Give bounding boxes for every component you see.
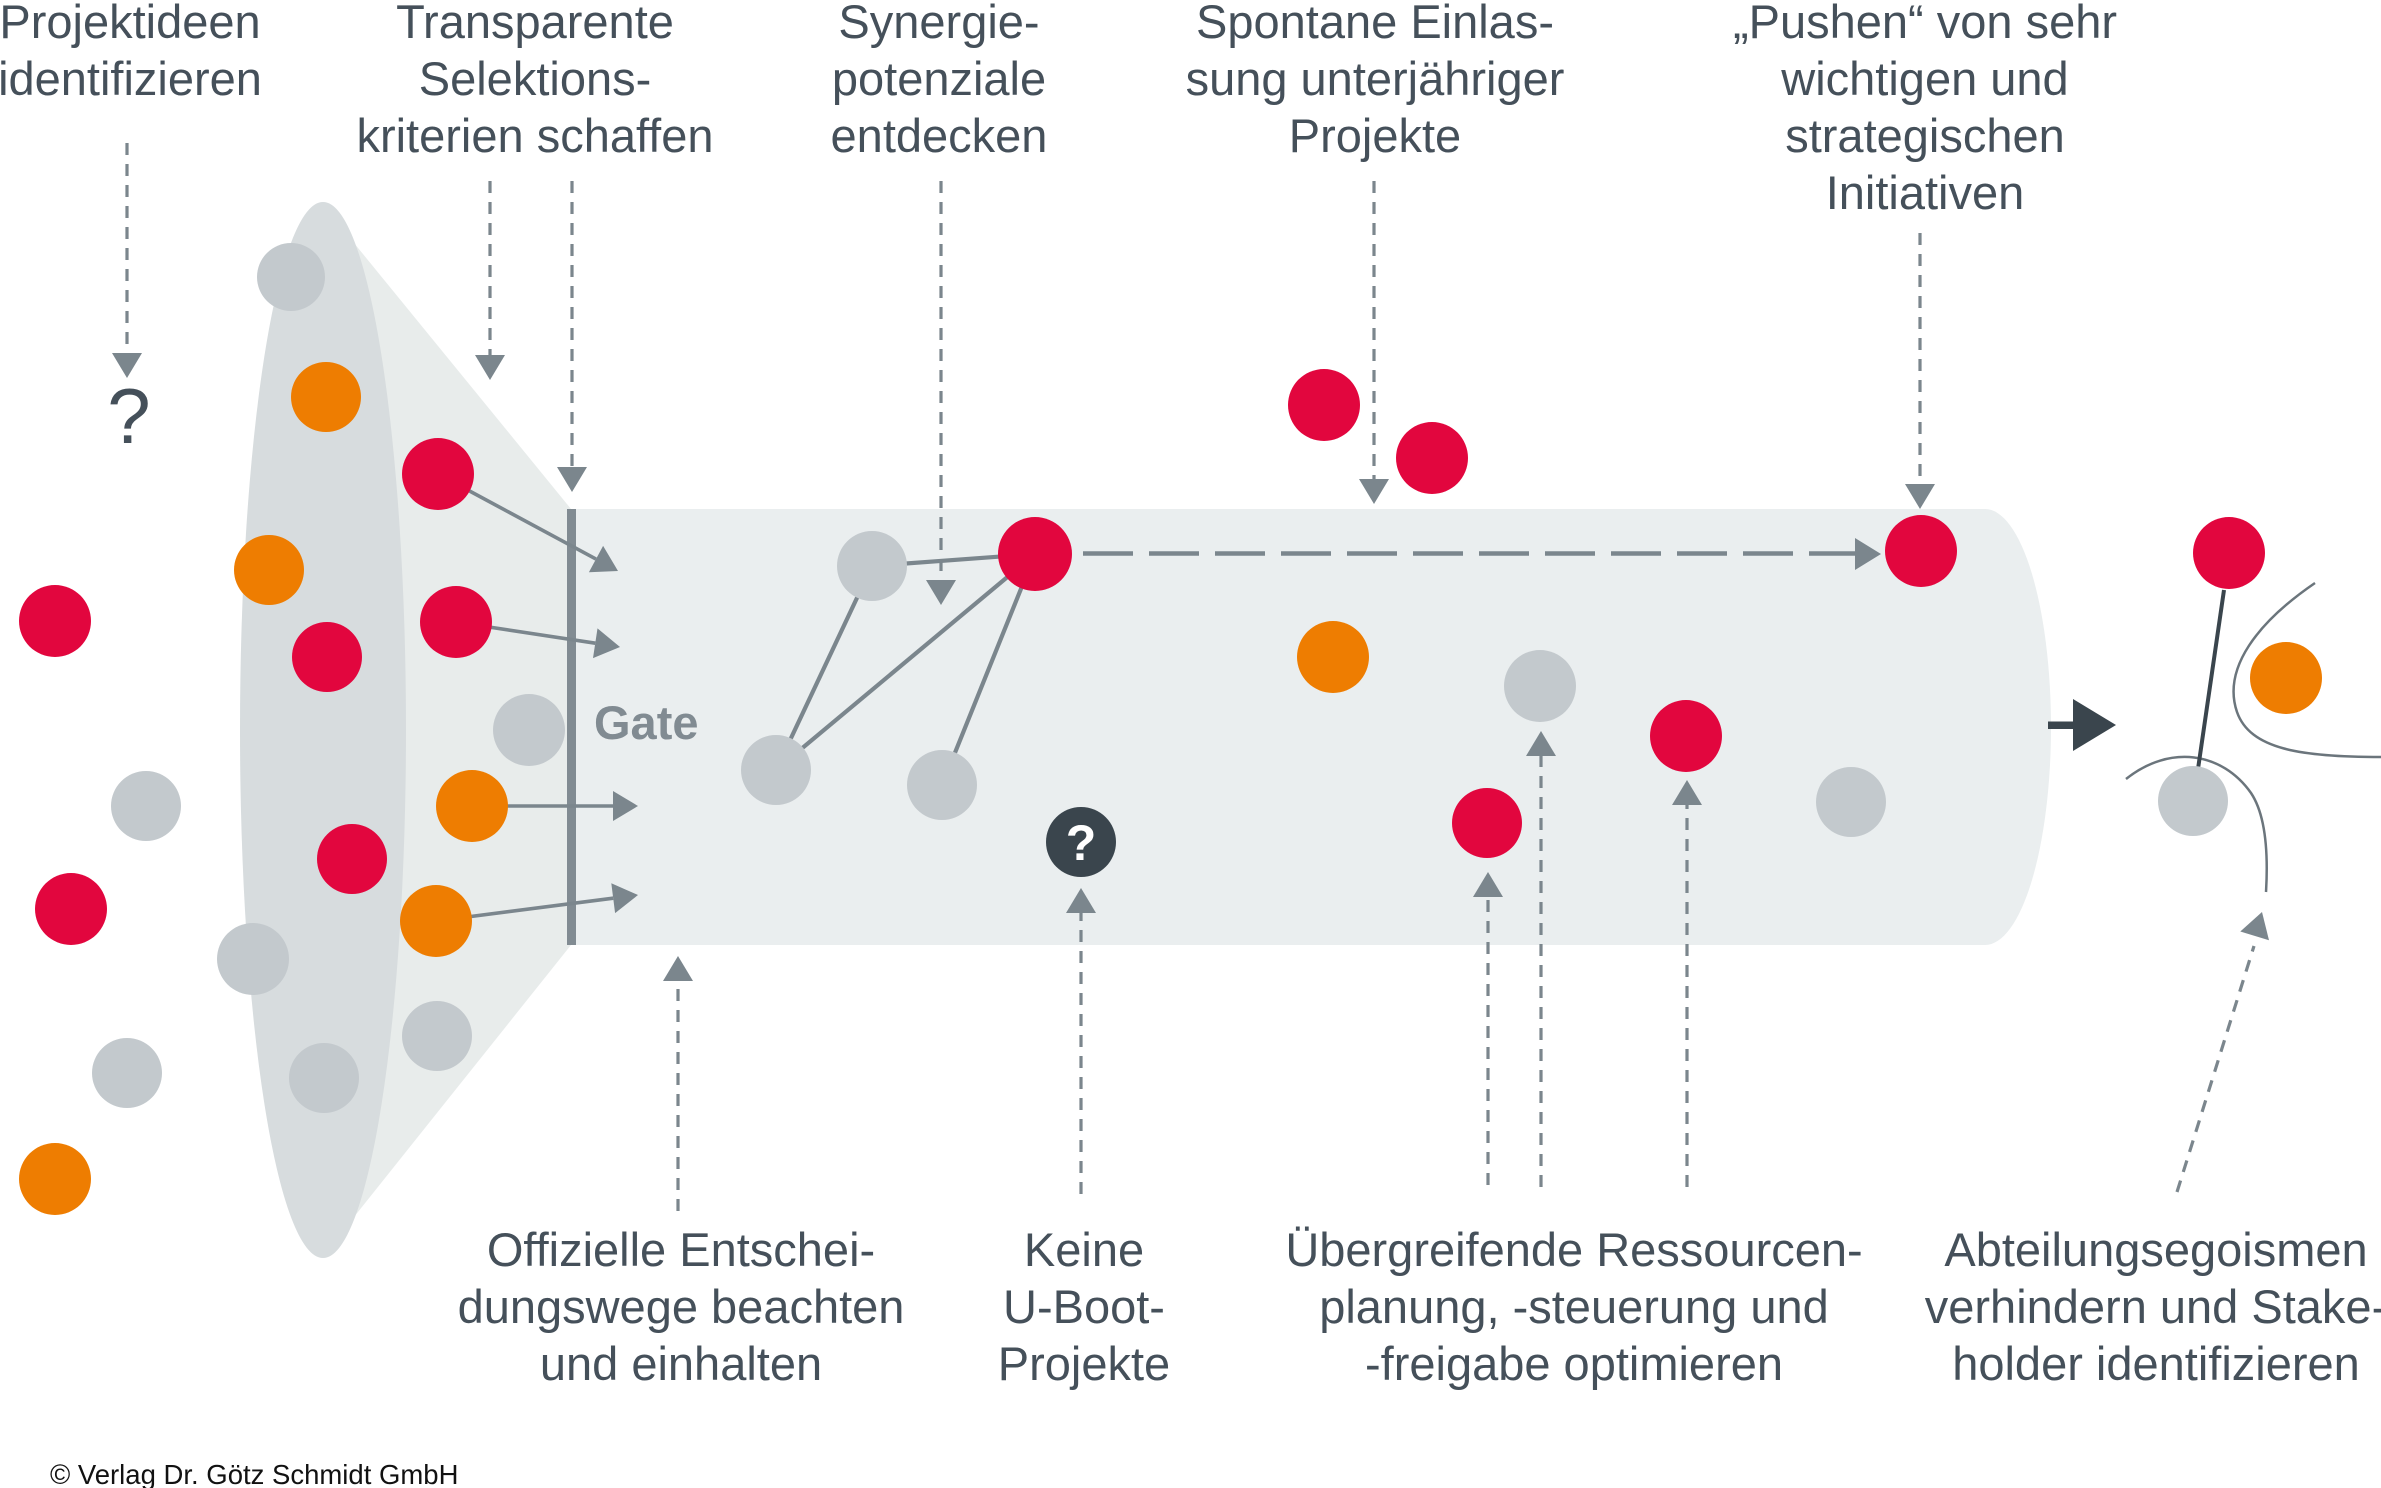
svg-text:-freigabe optimieren: -freigabe optimieren bbox=[1365, 1337, 1783, 1390]
svg-text:sung unterjähriger: sung unterjähriger bbox=[1186, 52, 1565, 105]
svg-text:Übergreifende Ressourcen-: Übergreifende Ressourcen- bbox=[1285, 1223, 1862, 1276]
svg-text:U-Boot-: U-Boot- bbox=[1003, 1280, 1165, 1333]
svg-text:Spontane Einlas-: Spontane Einlas- bbox=[1196, 0, 1554, 48]
svg-text:strategischen: strategischen bbox=[1785, 109, 2065, 162]
svg-text:holder identifizieren: holder identifizieren bbox=[1952, 1337, 2360, 1390]
svg-text:Projekte: Projekte bbox=[1289, 109, 1461, 162]
svg-text:und einhalten: und einhalten bbox=[540, 1337, 822, 1390]
svg-text:Abteilungsegoismen: Abteilungsegoismen bbox=[1944, 1223, 2367, 1276]
svg-text:Keine: Keine bbox=[1024, 1223, 1144, 1276]
svg-text:potenziale: potenziale bbox=[832, 52, 1046, 105]
svg-text:Projekte: Projekte bbox=[998, 1337, 1170, 1390]
svg-text:Projektideen: Projektideen bbox=[0, 0, 261, 48]
svg-text:Initiativen: Initiativen bbox=[1826, 166, 2025, 219]
svg-text:Synergie-: Synergie- bbox=[838, 0, 1039, 48]
svg-text:wichtigen und: wichtigen und bbox=[1780, 52, 2068, 105]
svg-text:verhindern und Stake-: verhindern und Stake- bbox=[1925, 1280, 2381, 1333]
svg-text:Transparente: Transparente bbox=[396, 0, 674, 48]
svg-text:?: ? bbox=[1066, 815, 1097, 871]
svg-text:planung, -steuerung und: planung, -steuerung und bbox=[1319, 1280, 1829, 1333]
svg-text:Offizielle Entschei-: Offizielle Entschei- bbox=[487, 1223, 875, 1276]
svg-text:identifizieren: identifizieren bbox=[0, 52, 262, 105]
svg-text:„Pushen“ von sehr: „Pushen“ von sehr bbox=[1733, 0, 2117, 48]
svg-text:Selektions-: Selektions- bbox=[419, 52, 652, 105]
svg-text:dungswege beachten: dungswege beachten bbox=[458, 1280, 905, 1333]
svg-text:kriterien schaffen: kriterien schaffen bbox=[356, 109, 713, 162]
svg-text:© Verlag Dr. Götz Schmidt GmbH: © Verlag Dr. Götz Schmidt GmbH bbox=[50, 1459, 458, 1488]
svg-text:?: ? bbox=[107, 372, 150, 460]
svg-text:entdecken: entdecken bbox=[831, 109, 1048, 162]
svg-text:Gate: Gate bbox=[594, 696, 699, 749]
